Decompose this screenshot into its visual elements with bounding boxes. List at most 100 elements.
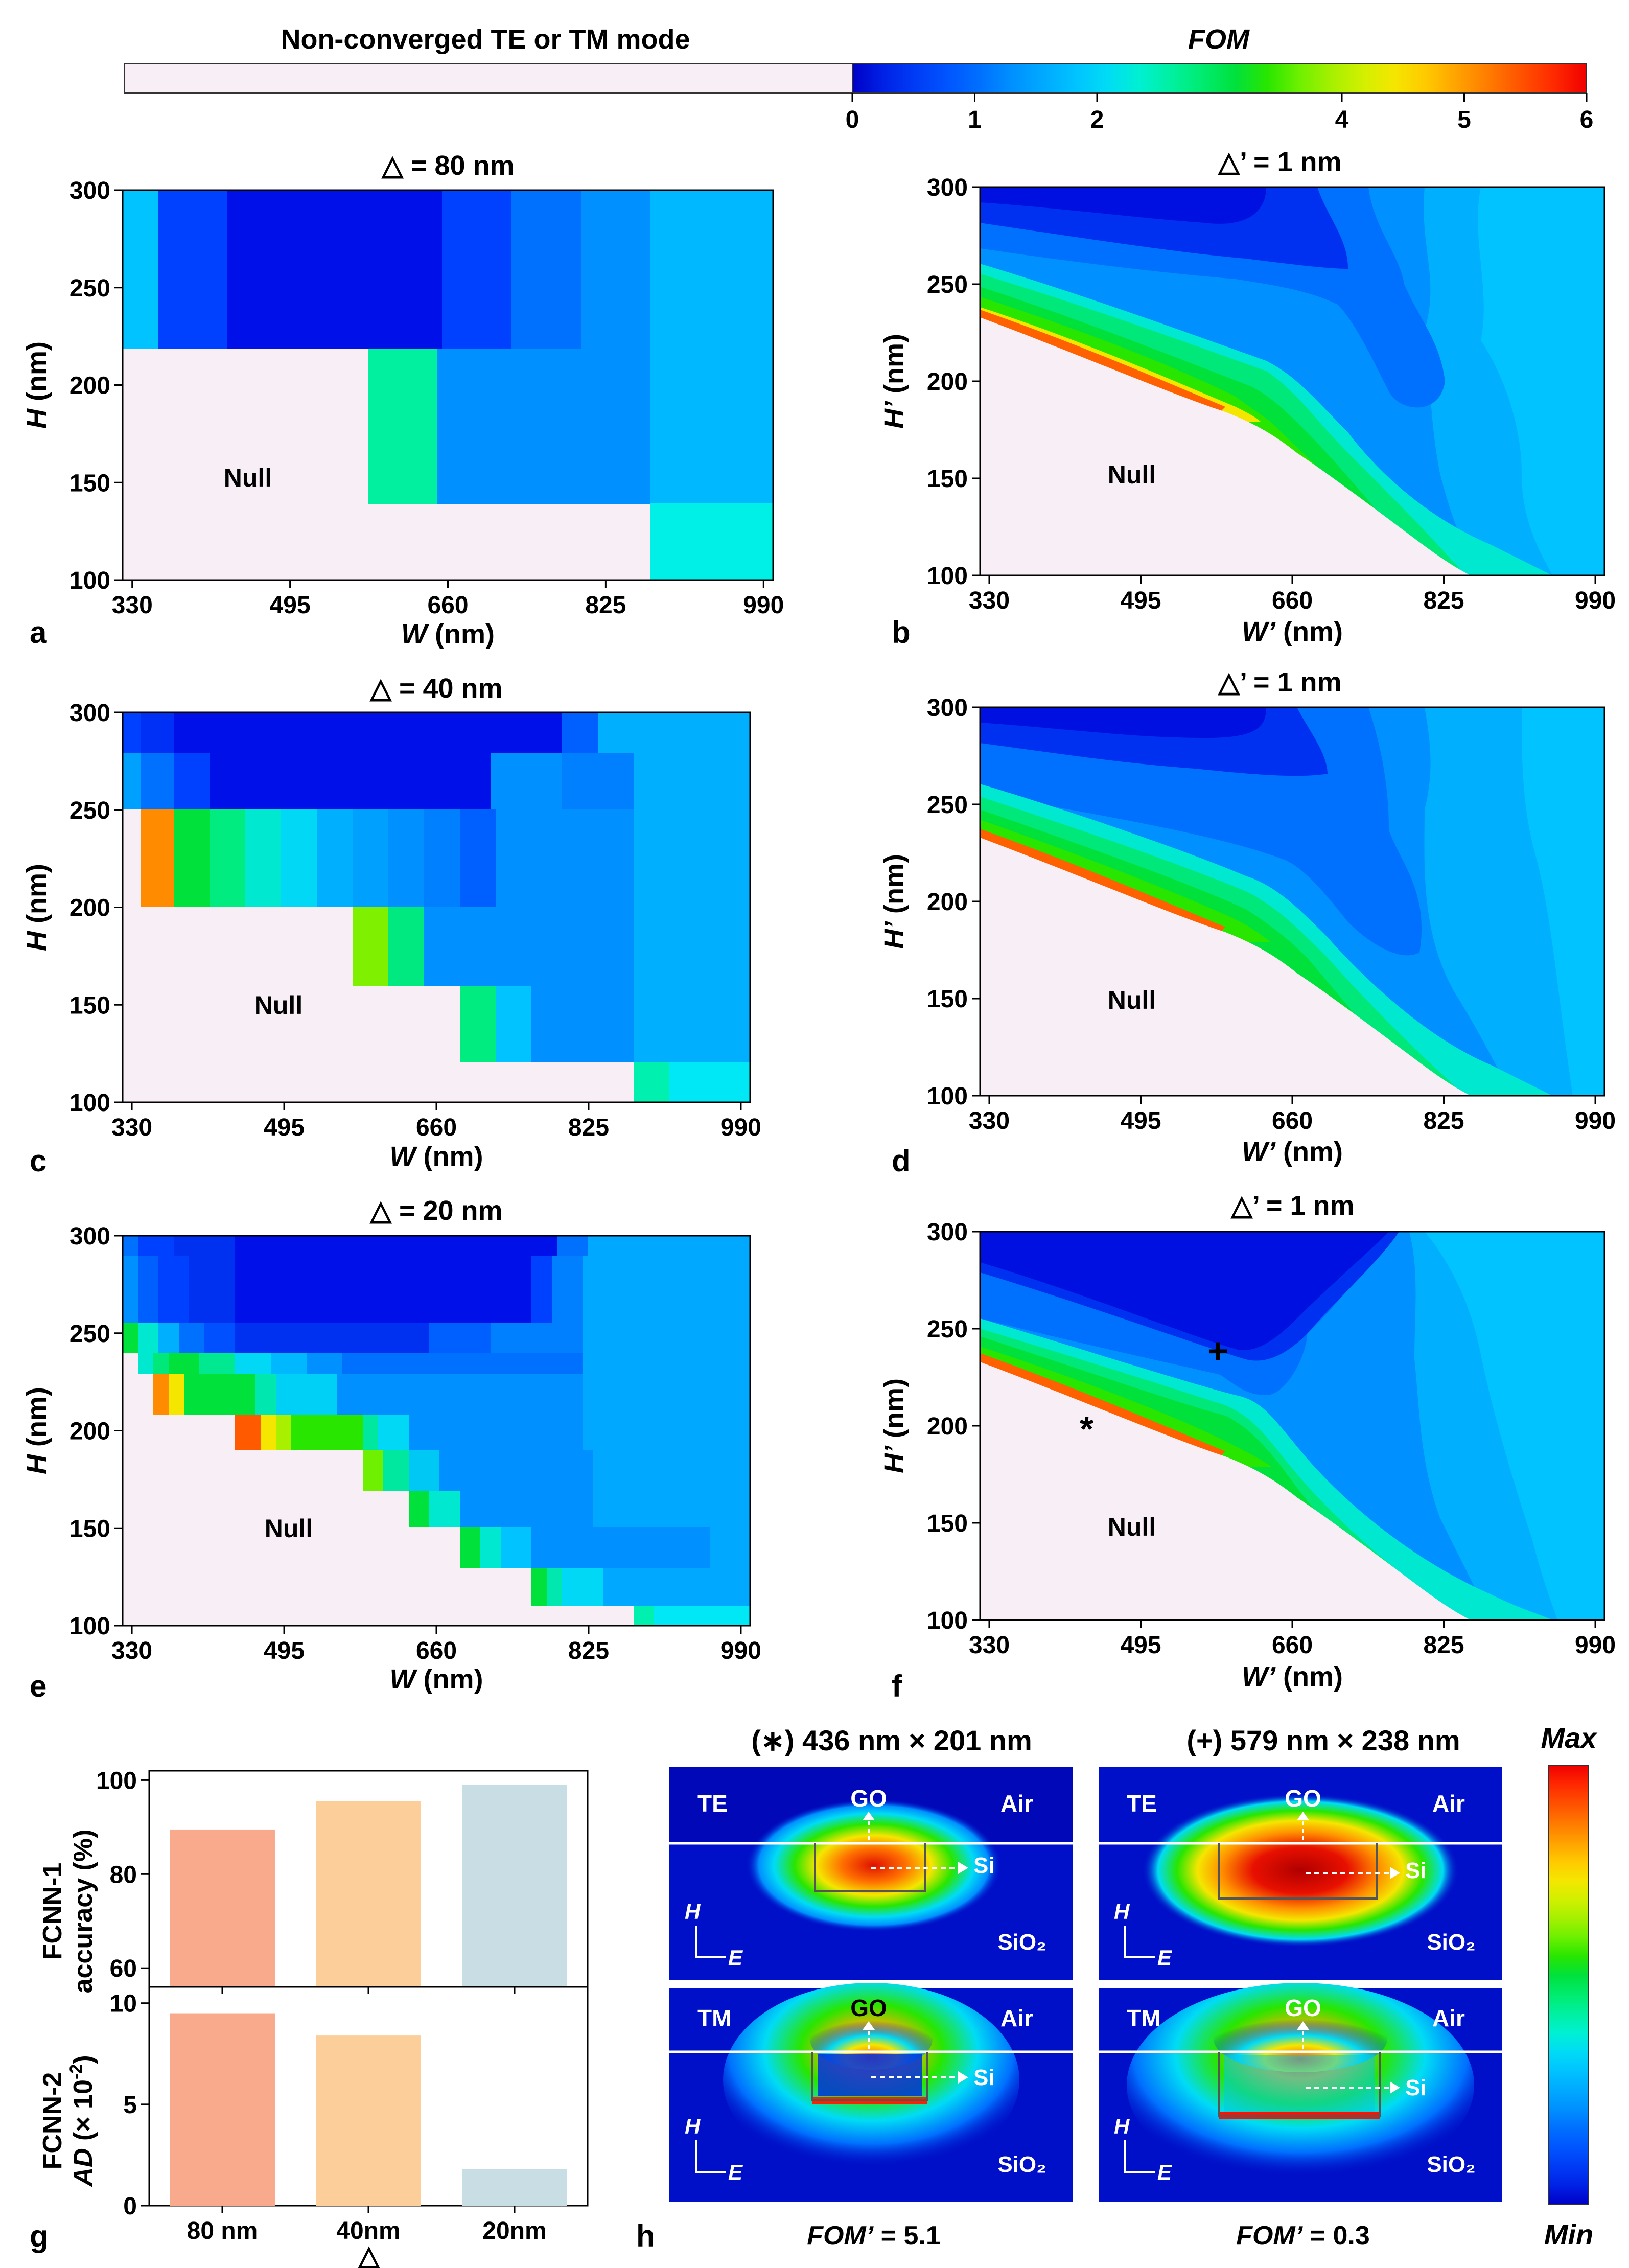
colorbar-tick-label: 5 bbox=[1457, 106, 1471, 133]
colorbar-tick-label: 1 bbox=[968, 106, 982, 133]
panel-b-letter: b bbox=[892, 615, 911, 650]
panel-g: 60 80 100 0 5 10 80 nm 40nm 20nm FCNN-1 accurac… bbox=[30, 1767, 589, 2268]
sio2-label: SiO₂ bbox=[1427, 1930, 1475, 1955]
y-axis-label: H (nm) bbox=[21, 1387, 52, 1474]
panel-e-null-label: Null bbox=[265, 1514, 313, 1543]
y-tick-label: 100 bbox=[927, 1607, 968, 1634]
panel-b-plot: Null bbox=[980, 187, 1604, 575]
panel-c-cells bbox=[123, 712, 750, 1102]
tm-label: TM bbox=[697, 2005, 731, 2031]
air-label: Air bbox=[1432, 1790, 1465, 1817]
y-tick-label: 250 bbox=[69, 1321, 110, 1348]
colorbar-null-label: Non-converged TE or TM mode bbox=[281, 24, 690, 55]
y-tick-label: 100 bbox=[69, 567, 110, 594]
y-tick-label: 150 bbox=[927, 1510, 968, 1537]
x-axis-label: W’ (nm) bbox=[1242, 1137, 1343, 1167]
x-tick-label: 330 bbox=[969, 1632, 1010, 1659]
panel-c-null-label: Null bbox=[254, 991, 302, 1020]
panel-e-letter: e bbox=[30, 1669, 46, 1703]
y-axis-label: H’ (nm) bbox=[879, 334, 910, 429]
y-tick-label: 250 bbox=[927, 1316, 968, 1343]
air-label: Air bbox=[1000, 2005, 1033, 2031]
colorbar-gradient-bar bbox=[852, 63, 1587, 94]
panel-g-ylabel-bottom-2: AD (× 10-2) bbox=[66, 2055, 98, 2187]
panel-a-null-label: Null bbox=[224, 464, 272, 492]
x-tick-label: 330 bbox=[111, 1114, 152, 1141]
x-tick-label: 660 bbox=[1272, 1632, 1313, 1659]
x-tick-label: 495 bbox=[264, 1637, 305, 1664]
x-tick-label: 990 bbox=[720, 1114, 761, 1141]
sio2-label: SiO₂ bbox=[1427, 2152, 1475, 2177]
panel-e-title: △ = 20 nm bbox=[369, 1195, 502, 1226]
h-axis-label: H bbox=[685, 1900, 701, 1924]
panel-f-title: △’ = 1 nm bbox=[1230, 1190, 1354, 1221]
x-tick-label: 330 bbox=[111, 1637, 152, 1664]
e-axis-label: E bbox=[728, 1946, 743, 1970]
fom-right: FOM’ = 0.3 bbox=[1236, 2221, 1370, 2251]
colorbar-fom-label: FOM bbox=[1188, 24, 1250, 55]
x-tick-label: 495 bbox=[1120, 1632, 1161, 1659]
h-axis-label: H bbox=[1114, 1900, 1130, 1924]
y-tick-label: 80 bbox=[110, 1861, 137, 1888]
x-tick-label: 80 nm bbox=[187, 2217, 258, 2244]
colorbar-ticks: 0 1 2 4 5 6 bbox=[846, 93, 1593, 133]
x-tick-label: 330 bbox=[969, 587, 1010, 614]
panel-f: △’ = 1 nm Null 330 495 660 825 990 100 150 200 2… bbox=[879, 1190, 1616, 1703]
x-tick-label: 990 bbox=[720, 1637, 761, 1664]
panel-c-plot: Null bbox=[123, 712, 750, 1102]
x-tick-label: 495 bbox=[1120, 1107, 1161, 1135]
panel-d-letter: d bbox=[892, 1144, 911, 1178]
y-tick-label: 5 bbox=[123, 2092, 137, 2119]
panel-a-axes: 330 495 660 825 990 100 150 200 250 300 W (nm) H (n… bbox=[21, 177, 784, 650]
si-label: Si bbox=[1405, 2075, 1427, 2100]
x-tick-label: 990 bbox=[743, 592, 784, 619]
te-label: TE bbox=[697, 1790, 728, 1817]
bar bbox=[462, 1785, 567, 1987]
y-axis-label: H’ (nm) bbox=[879, 1378, 910, 1473]
panel-d: △’ = 1 nm Null 330 495 660 825 990 100 150 200 2… bbox=[879, 667, 1616, 1178]
y-tick-label: 300 bbox=[69, 177, 110, 204]
sio2-label: SiO₂ bbox=[997, 1930, 1046, 1955]
y-tick-label: 150 bbox=[927, 466, 968, 493]
x-axis-label: W (nm) bbox=[401, 619, 495, 650]
panel-b-axes: 330 495 660 825 990 100 150 200 250 300 W’ (nm) H’ … bbox=[879, 174, 1616, 647]
e-axis-label: E bbox=[1157, 2160, 1173, 2184]
bar bbox=[316, 2035, 421, 2206]
bar bbox=[170, 2013, 275, 2206]
panel-d-plot: Null bbox=[980, 707, 1604, 1096]
y-tick-label: 300 bbox=[69, 1223, 110, 1250]
y-tick-label: 300 bbox=[927, 174, 968, 201]
x-axis-label: W’ (nm) bbox=[1242, 616, 1343, 647]
panel-g-ylabel-top-2: accuracy (%) bbox=[68, 1830, 98, 1994]
panel-h-col1-title: (∗) 436 nm × 201 nm bbox=[751, 1724, 1032, 1756]
x-tick-label: 330 bbox=[969, 1107, 1010, 1135]
y-tick-label: 200 bbox=[69, 1418, 110, 1445]
panel-h-col2-title: (+) 579 nm × 238 nm bbox=[1186, 1724, 1460, 1756]
x-tick-label: 495 bbox=[264, 1114, 305, 1141]
panel-e: △ = 20 nm bbox=[21, 1195, 761, 1703]
panel-c-axes: 330 495 660 825 990 100 150 200 250 300 W (nm) H (n… bbox=[21, 700, 761, 1172]
y-tick-label: 200 bbox=[69, 895, 110, 922]
panel-a-letter: a bbox=[30, 615, 47, 650]
colorbar: Non-converged TE or TM mode FOM 0 1 2 4 5 6 bbox=[124, 24, 1593, 133]
x-tick-label: 825 bbox=[568, 1637, 609, 1664]
si-label: Si bbox=[1405, 1858, 1427, 1883]
panel-h: (∗) 436 nm × 201 nm (+) 579 nm × 238 nm … bbox=[636, 1722, 1598, 2253]
bar-chart-ad: 0 5 10 80 nm 40nm 20nm bbox=[110, 1986, 589, 2244]
y-tick-label: 100 bbox=[69, 1090, 110, 1117]
tm-label: TM bbox=[1127, 2005, 1160, 2031]
bar bbox=[170, 1829, 275, 1987]
mode-tm-right: TM GO Air Si SiO₂ H E bbox=[1099, 1983, 1502, 2202]
bar bbox=[462, 2169, 567, 2206]
y-tick-label: 250 bbox=[927, 271, 968, 298]
y-tick-label: 150 bbox=[69, 992, 110, 1019]
bar bbox=[316, 1801, 421, 1987]
go-label: GO bbox=[1285, 1785, 1321, 1812]
go-label: GO bbox=[850, 1995, 887, 2021]
x-tick-label: 825 bbox=[585, 592, 626, 619]
marker-star: * bbox=[1080, 1409, 1094, 1449]
x-axis-label: W (nm) bbox=[390, 1664, 483, 1695]
x-tick-label: 495 bbox=[1120, 587, 1161, 614]
panel-b-null-label: Null bbox=[1108, 460, 1156, 489]
